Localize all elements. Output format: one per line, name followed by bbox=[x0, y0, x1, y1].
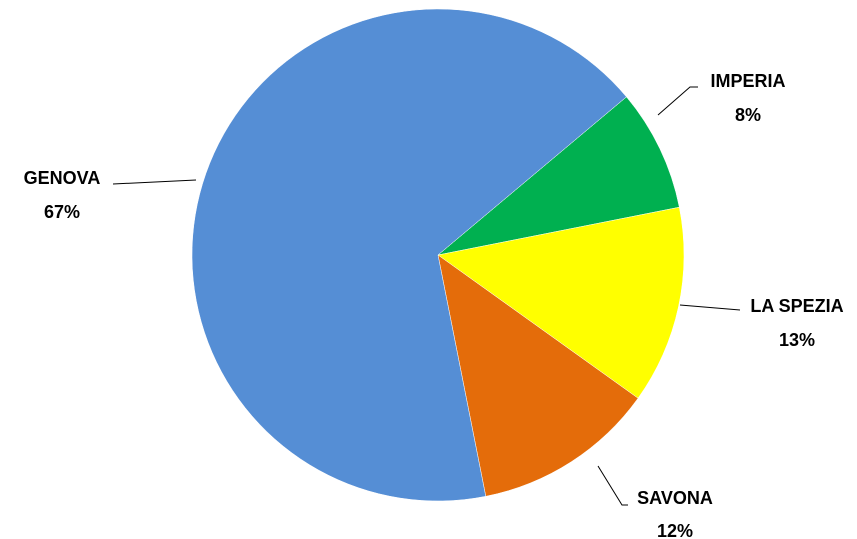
leader-genova bbox=[112, 179, 197, 185]
leader-lines bbox=[112, 86, 741, 506]
leader-laspezia bbox=[679, 304, 741, 311]
leader-imperia bbox=[657, 86, 698, 116]
pie-slice-la-spezia bbox=[437, 206, 685, 399]
pie-slices bbox=[191, 8, 685, 502]
label-laspezia-name: LA SPEZIA bbox=[750, 296, 843, 316]
leader-savona bbox=[597, 465, 628, 506]
label-savona-percent: 12% bbox=[657, 521, 693, 539]
label-genova-name: GENOVA bbox=[24, 168, 101, 188]
label-imperia-name: IMPERIA bbox=[710, 71, 785, 91]
label-laspezia-percent: 13% bbox=[779, 330, 815, 350]
label-genova-percent: 67% bbox=[44, 202, 80, 222]
label-imperia-percent: 8% bbox=[735, 105, 761, 125]
pie-slice-genova bbox=[191, 8, 627, 502]
pie-slice-imperia bbox=[437, 96, 680, 256]
label-savona-name: SAVONA bbox=[637, 488, 713, 508]
pie-slice-savona bbox=[437, 254, 639, 497]
